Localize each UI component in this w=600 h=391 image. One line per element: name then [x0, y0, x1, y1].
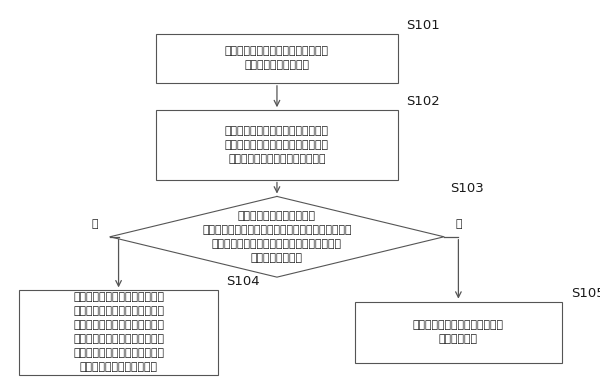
Text: 是: 是	[455, 219, 462, 229]
FancyBboxPatch shape	[156, 34, 398, 83]
Text: 自动计算出调整距离及调整方向
，控制电控扫描床按照计算出的
调整距离及调整方向移动，重新
启动磁共振定位扫描，显示重新
启动磁共振定位扫描后重建的矢
状面定位像: 自动计算出调整距离及调整方向 ，控制电控扫描床按照计算出的 调整距离及调整方向移…	[73, 292, 164, 373]
Text: S101: S101	[407, 19, 440, 32]
Text: 启动磁共振定位扫描，获取回波信号
，并将回波信号进行重建得到扫描部
位的矢状面定位像和冠状面定位像: 启动磁共振定位扫描，获取回波信号 ，并将回波信号进行重建得到扫描部 位的矢状面定…	[225, 126, 329, 164]
FancyBboxPatch shape	[156, 110, 398, 179]
Text: S102: S102	[407, 95, 440, 108]
Text: S104: S104	[227, 275, 260, 289]
Text: S103: S103	[450, 181, 484, 195]
Polygon shape	[110, 196, 444, 277]
Text: 当目标就位后，移动电控扫描床使扫
描部位正对磁体中心区: 当目标就位后，移动电控扫描床使扫 描部位正对磁体中心区	[225, 47, 329, 70]
Text: 否: 否	[92, 219, 98, 229]
Text: 显示重建得到的矢状面定位像和
冠状面定位像: 显示重建得到的矢状面定位像和 冠状面定位像	[413, 321, 504, 344]
FancyBboxPatch shape	[355, 301, 562, 364]
FancyBboxPatch shape	[19, 290, 218, 375]
Text: 通过图像分割识别算法提取
矢状面定位像和冠状面定位像的扫描部位轮廓信息，
判断扫描部位的轮廓边缘与边框的距离是否在
预设的阈值范围内: 通过图像分割识别算法提取 矢状面定位像和冠状面定位像的扫描部位轮廓信息， 判断扫…	[202, 211, 352, 263]
Text: S105: S105	[571, 287, 600, 300]
